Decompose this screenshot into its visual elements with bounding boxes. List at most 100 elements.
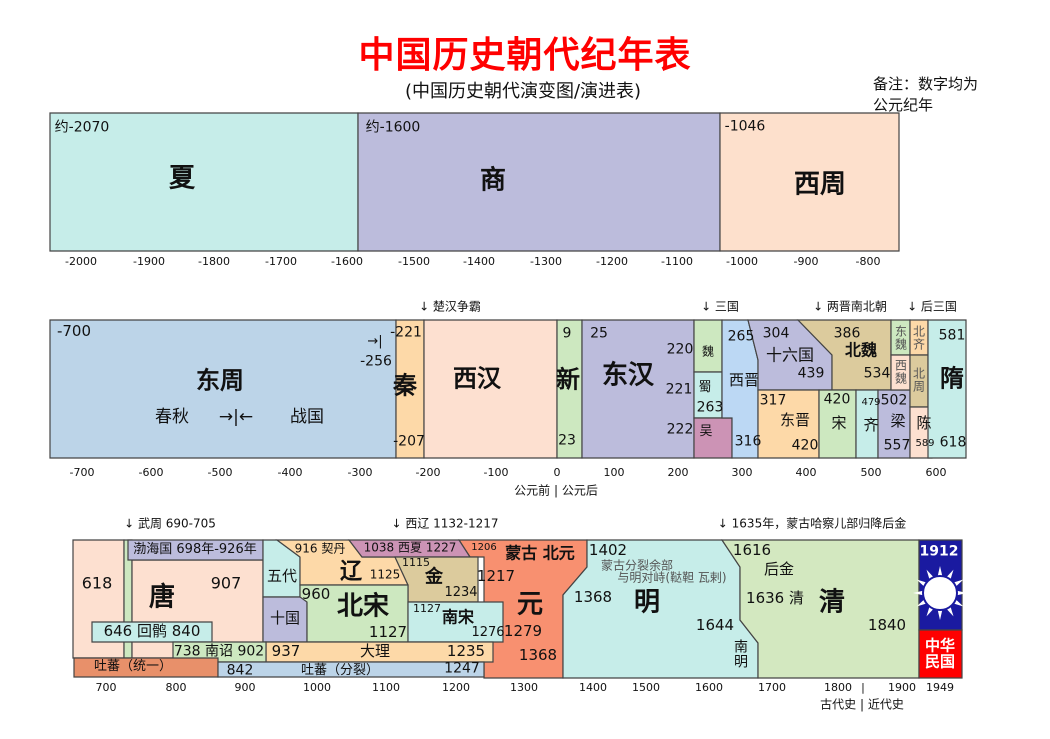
label-row3-qing: 清	[818, 587, 846, 618]
roc-sun-emblem-icon	[913, 566, 967, 620]
label-row2-xin-start: 9	[562, 325, 572, 342]
label-row2-zhou-end: -256	[360, 353, 392, 370]
label-row1-shang: 商	[479, 165, 507, 196]
label-row2-beiqi: 北齐	[913, 324, 926, 351]
block-xizhou	[719, 112, 900, 252]
label-row2-ticks-7: 0	[553, 466, 561, 480]
label-row3-tang-start: 618	[81, 573, 113, 593]
label-row3-xixia: 1038 西夏 1227	[363, 540, 457, 555]
label-row2-song: 宋	[831, 414, 847, 433]
label-row3-ming-end: 1644	[695, 616, 735, 635]
label-row1-shang-start: 约-1600	[365, 119, 421, 136]
label-row3-ticks-8: 1500	[632, 681, 660, 695]
label-row2-donghan: 东汉	[601, 360, 655, 391]
label-row2-zhanguo: 战国	[290, 407, 324, 428]
label-row3-liao: 辽	[339, 559, 363, 585]
label-row2-dongzhou: 东周	[196, 366, 244, 395]
label-row1-ticks-6: -1400	[463, 255, 495, 269]
label-row3-ticks-13: 1900	[888, 681, 916, 695]
label-row2-qi-start: 479	[861, 396, 881, 408]
label-row3-ticks-14: 1949	[926, 681, 954, 695]
label-row3-nanzhao: 738 南诏 902	[173, 643, 265, 660]
label-row2-sui-start: 581	[938, 327, 966, 344]
label-row3-qing-mark: 1840	[867, 616, 907, 635]
label-row2-sui: 隋	[940, 364, 964, 393]
label-row3-jin: 金	[425, 566, 443, 588]
label-row3-ming-start: 1368	[573, 588, 613, 607]
label-row2-shu: 蜀	[698, 380, 712, 396]
label-row2-xin: 新	[556, 365, 580, 394]
label-row2-dongjin-end: 420	[791, 437, 819, 454]
label-row3-ticks-6: 1300	[510, 681, 538, 695]
label-row2-beiwei: 北魏	[844, 340, 878, 360]
label-row3-annotations-2: ↓ 1635年，蒙古哈察儿部归降后金	[717, 516, 907, 531]
label-row2-xin-end: 23	[558, 432, 576, 449]
label-row3-liao-end: 1125	[369, 567, 401, 582]
label-row3-qidan: 916 契丹	[294, 541, 346, 556]
label-row3-dali: 大理	[359, 642, 391, 661]
page-title: 中国历史朝代纪年表	[358, 35, 692, 76]
label-row2-ticks-1: -600	[138, 466, 164, 480]
label-row1-ticks-5: -1500	[398, 255, 430, 269]
label-row1-ticks-9: -1100	[661, 255, 693, 269]
label-row2-shiliuguo-end: 439	[797, 365, 825, 382]
label-row2-chen: 陈	[916, 414, 932, 433]
label-row2-xihan: 西汉	[453, 364, 501, 393]
label-row3-tubo2-start: 842	[226, 662, 254, 679]
label-row2-wu-start: 222	[666, 421, 694, 438]
label-row3-shiguo: 十国	[269, 609, 301, 628]
label-row2-ticks-4: -300	[347, 466, 373, 480]
label-row2-sui-end: 618	[939, 434, 967, 451]
label-row2-dongjin: 东晋	[779, 411, 811, 430]
block-roc-red	[918, 629, 963, 679]
label-row3-tubo1: 吐蕃（统一）	[93, 659, 173, 675]
label-row3-tubo2-end: 1247	[444, 660, 480, 677]
note: 备注：数字均为公元纪年	[873, 75, 979, 114]
label-row1-ticks-1: -1900	[133, 255, 165, 269]
label-row2-donghan-start: 25	[590, 325, 608, 342]
label-row1-ticks-10: -1000	[726, 255, 758, 269]
label-row1-ticks-11: -900	[793, 255, 819, 269]
label-row2-chunqiu: 春秋	[155, 407, 189, 428]
label-row2-xiwei: 西魏	[895, 358, 908, 385]
label-row3-ticks-0: 700	[95, 681, 117, 695]
label-row1-ticks-8: -1200	[596, 255, 628, 269]
label-row2-chen-end: 589	[915, 437, 935, 449]
label-row2-beiwei-start: 386	[833, 325, 861, 342]
label-row2-liang: 梁	[890, 412, 906, 431]
label-row3-nansong-end: 1276	[471, 625, 505, 641]
label-row2-ticks-5: -200	[415, 466, 441, 480]
label-row2-ticks-13: 600	[925, 466, 947, 480]
label-row3-roc-start: 1912	[919, 543, 959, 560]
label-row3-nansong: 南宋	[441, 607, 475, 627]
label-row2-annotations-1: ↓ 三国	[701, 299, 739, 314]
label-row2-ticks-0: -700	[69, 466, 95, 480]
label-row2-ticks-12: 500	[860, 466, 882, 480]
label-row2-wu: 吴	[699, 424, 713, 440]
label-row1-xia: 夏	[168, 163, 196, 194]
label-row2-ticks-2: -500	[207, 466, 233, 480]
label-row2-wei-start: 220	[666, 341, 694, 358]
label-row2-dongjin-start: 317	[759, 392, 787, 409]
label-row1-ticks-2: -1800	[198, 255, 230, 269]
label-row3-dali-end: 1235	[446, 642, 486, 661]
label-row3-annotations-1: ↓ 西辽 1132-1217	[391, 516, 499, 531]
label-row2-annotations-3: ↓ 后三国	[907, 299, 957, 314]
label-row2-shiliuguo: 十六国	[765, 345, 815, 365]
label-row3-ticks-3: 1000	[303, 681, 331, 695]
label-row2-qin-unify: -221	[390, 324, 422, 341]
label-row2-ticks-3: -400	[277, 466, 303, 480]
label-row3-mongol-split2: 与明对峙(鞑靼 瓦剌)	[617, 570, 727, 585]
label-row2-dongwei: 东魏	[895, 324, 908, 351]
block-tubo-split	[217, 661, 485, 678]
label-row3-ticks-9: 1600	[695, 681, 723, 695]
label-row1-ticks-12: -800	[855, 255, 881, 269]
label-row2-ticks-6: -100	[483, 466, 509, 480]
label-row3-beisong: 北宋	[336, 591, 390, 622]
label-row3-nanming: 南明	[734, 639, 748, 670]
label-row3-yuan-start: 1279	[503, 622, 543, 641]
label-row3-houjin: 后金	[763, 560, 795, 579]
label-row2-era-label: 公元前 | 公元后	[514, 483, 598, 498]
